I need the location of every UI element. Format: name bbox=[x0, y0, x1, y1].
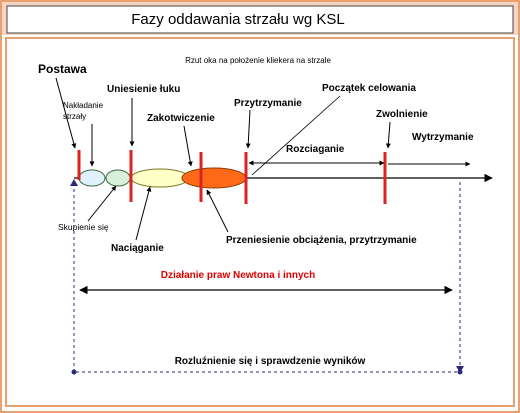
diagram-title: Fazy oddawania strzału wg KSL bbox=[131, 11, 344, 28]
loop-node-left bbox=[71, 369, 77, 375]
label-naciaganie: Naciąganie bbox=[111, 243, 164, 254]
label-poczatek-celowania: Początek celowania bbox=[322, 83, 416, 94]
subtitle: Rzut oka na położenie kliekera na strzal… bbox=[185, 56, 331, 65]
ellipse-naciaganie bbox=[130, 168, 190, 188]
ellipse-skupienie bbox=[78, 169, 106, 187]
label-zakotwiczenie: Zakotwiczenie bbox=[147, 113, 215, 124]
label-rozciaganie: Rozciaganie bbox=[286, 144, 345, 155]
pointer-naciaganie bbox=[135, 186, 152, 241]
label-uniesienie: Uniesienie łuku bbox=[107, 84, 180, 95]
title-box bbox=[6, 5, 514, 34]
pointer-zakotwiczenie bbox=[183, 125, 193, 167]
label-przytrzymanie: Przytrzymanie bbox=[234, 98, 302, 109]
ellipse-nakladanie bbox=[105, 169, 131, 187]
loop-arrowhead-up bbox=[70, 179, 78, 186]
label-skupienie: Skupienie się bbox=[58, 222, 109, 232]
pointer-zwolnienie bbox=[385, 121, 391, 149]
pointer-przeniesienie bbox=[206, 189, 229, 233]
label-zwolnienie: Zwolnienie bbox=[376, 109, 428, 120]
loop-arrowhead-down bbox=[456, 366, 464, 373]
label-wytrzymanie: Wytrzymanie bbox=[412, 132, 474, 143]
pointer-przytrzymanie bbox=[245, 109, 251, 149]
label-nakladanie-2: strzały bbox=[63, 112, 86, 121]
label-nakladanie-1: Nakładanie bbox=[63, 101, 104, 110]
ellipse-zakotwiczenie bbox=[181, 167, 247, 189]
dashed-return-loop bbox=[73, 182, 461, 372]
label-postawa: Postawa bbox=[38, 62, 87, 76]
label-przeniesienie: Przeniesienie obciążenia, przytrzymanie bbox=[226, 235, 417, 246]
label-rozluznienie: Rozluźnienie się i sprawdzenie wyników bbox=[175, 356, 366, 367]
label-dzialanie: Działanie praw Newtona i innych bbox=[161, 270, 315, 281]
pointer-skupienie bbox=[87, 185, 117, 222]
inner-frame bbox=[5, 37, 515, 407]
pointer-postawa bbox=[55, 77, 77, 149]
